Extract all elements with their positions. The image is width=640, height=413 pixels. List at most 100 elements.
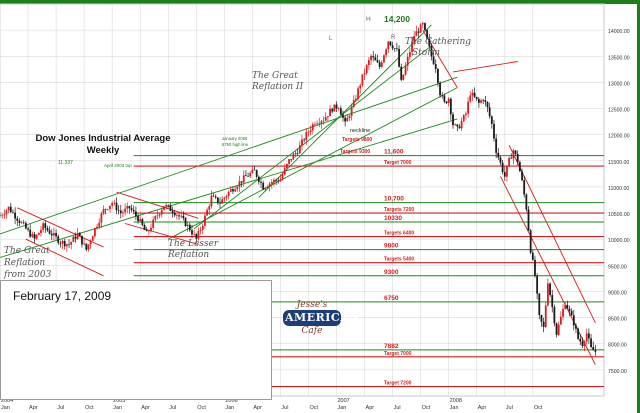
candle-99 [212,193,215,197]
candle-53 [113,199,116,206]
candle-41 [87,244,90,252]
candle-224 [482,98,485,105]
candle-247 [531,250,534,261]
candle-153 [329,105,331,117]
phase-great-reflation-2003-2: from 2003 [3,270,52,280]
date-box: February 17, 2009 [0,280,272,400]
candle-201 [432,52,435,65]
candle-207 [445,100,448,105]
x-month-label-13: Apr [366,405,375,411]
candle-272 [585,328,588,345]
candle-182 [391,41,394,51]
candle-139 [298,140,301,154]
bear-channel-bottom [500,176,596,365]
candle-149 [320,119,323,129]
candle-170 [365,63,368,76]
candle-117 [251,166,254,174]
candle-17 [35,234,38,240]
candle-168 [361,74,364,88]
candle-226 [486,101,489,113]
candle-160 [344,115,347,127]
candle-228 [490,115,493,129]
candle-236 [508,156,510,167]
candle-54 [115,197,118,215]
candle-151 [324,112,327,122]
candle-181 [389,41,392,47]
candle-146 [314,121,316,127]
candle-157 [337,106,340,112]
candle-31 [65,243,68,252]
candle-82 [175,214,178,220]
candle-166 [357,86,359,102]
candle-230 [495,134,498,159]
candle-195 [419,22,422,34]
candle-223 [480,98,482,104]
candle-174 [374,53,377,61]
candle-222 [477,97,480,108]
candle-120 [257,175,260,185]
candle-142 [305,128,308,146]
candle-11 [22,219,25,225]
candle-8 [16,215,19,227]
y-tick-label-10: 12500.00 [608,108,630,114]
candle-172 [370,54,372,65]
annotation-9: H [366,16,371,23]
candle-59 [126,202,129,214]
candle-83 [178,214,180,220]
y-tick-label-9: 12000.00 [608,134,630,140]
candle-52 [111,200,114,209]
candle-242 [521,168,523,182]
level-label-8: 9300 [384,269,399,276]
candle-178 [383,54,385,64]
candle-51 [109,205,111,213]
candle-134 [288,158,290,167]
candle-104 [223,196,226,203]
candle-267 [575,323,577,334]
candle-270 [581,337,584,348]
level-label-11: Target 7000 [384,351,412,357]
candle-220 [473,87,476,99]
logo-line-3: Cafe [301,326,323,336]
candle-124 [266,184,269,189]
candle-56 [119,204,122,219]
x-month-label-11: Oct [309,405,318,411]
candle-218 [469,91,472,104]
candle-79 [169,203,172,212]
candle-109 [234,185,237,192]
y-tick-label-6: 10500.00 [608,212,630,218]
candle-64 [137,213,139,224]
candle-123 [264,187,267,192]
candle-154 [331,107,334,114]
x-month-label-10: Jul [281,405,288,411]
candle-13 [27,226,29,232]
candle-96 [206,207,208,216]
candle-205 [441,92,444,99]
candle-50 [106,208,109,211]
candle-264 [568,305,571,317]
candle-233 [501,159,504,175]
candle-45 [96,223,98,231]
candle-87 [186,221,189,232]
candle-115 [247,172,249,177]
candle-29 [61,239,64,250]
candle-197 [424,22,426,32]
annotation-10: R [391,35,396,41]
phase-great-reflation-2003-1: Reflation [3,258,45,268]
top-border [0,0,640,4]
candle-254 [547,278,549,307]
candle-227 [488,102,491,119]
trend-line-steep-2 [258,24,432,198]
candle-162 [348,114,351,121]
candle-130 [279,174,282,182]
candle-206 [443,93,446,104]
candle-266 [572,309,575,331]
level-label-0: 11,600 [384,149,404,156]
candle-103 [221,196,224,204]
storm-line-2 [452,61,518,73]
candle-156 [335,101,338,113]
candle-112 [240,181,243,188]
lesser-channel-bottom [25,238,104,277]
level-label-4: 10330 [384,215,402,222]
candle-101 [216,197,219,205]
trend-line-steep [193,45,432,230]
